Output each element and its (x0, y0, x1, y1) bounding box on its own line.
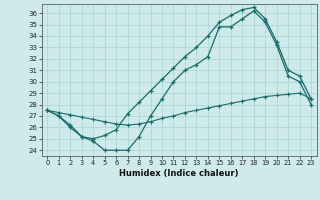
X-axis label: Humidex (Indice chaleur): Humidex (Indice chaleur) (119, 169, 239, 178)
